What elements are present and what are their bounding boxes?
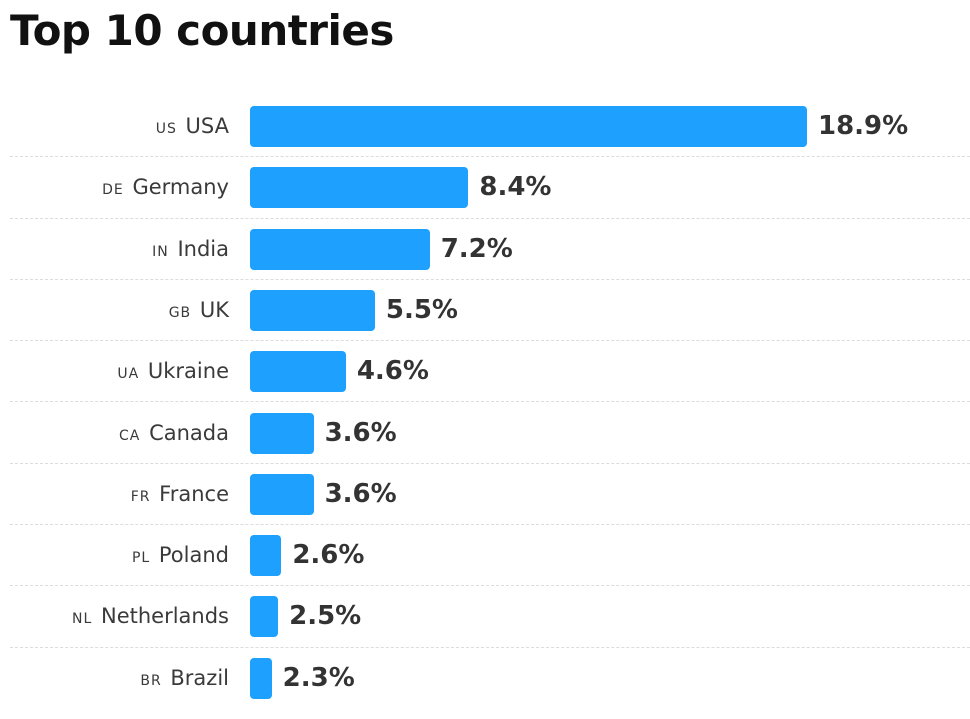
bar (250, 535, 282, 577)
bar-row: FR France 3.6% (0, 464, 970, 526)
bar-row: DE Germany 8.4% (0, 157, 970, 219)
bar-row: PL Poland 2.6% (0, 525, 970, 587)
row-divider (10, 278, 970, 280)
country-code: DE (102, 182, 124, 199)
bar-row: US USA 18.9% (0, 96, 970, 158)
bar (250, 289, 375, 331)
bar-row: IN India 7.2% (0, 219, 970, 280)
row-divider (10, 156, 970, 158)
country-name: Netherlands (100, 604, 229, 629)
category-label: NL Netherlands (72, 586, 229, 647)
value-label: 7.2% (440, 233, 513, 264)
country-name: Brazil (170, 665, 229, 690)
category-label: IN India (152, 219, 229, 280)
row-divider (10, 217, 970, 219)
bar-row: CA Canada 3.6% (0, 403, 970, 464)
bar (250, 473, 314, 515)
country-name: Germany (132, 175, 229, 200)
category-label: FR France (131, 464, 229, 525)
category-label: BR Brazil (140, 648, 229, 709)
value-label: 2.5% (289, 601, 362, 632)
country-code: UA (117, 366, 140, 383)
value-label: 2.6% (292, 540, 365, 571)
country-code: FR (130, 488, 151, 505)
bar (250, 167, 469, 209)
row-divider (10, 524, 970, 526)
row-divider (10, 462, 970, 464)
value-label: 4.6% (356, 356, 429, 387)
country-code: GB (168, 304, 192, 321)
country-name: India (177, 236, 229, 261)
value-label: 8.4% (479, 172, 552, 203)
value-label: 3.6% (324, 478, 397, 509)
category-label: DE Germany (102, 157, 229, 218)
bar (250, 351, 346, 393)
row-divider (10, 646, 970, 648)
bar-row: UA Ukraine 4.6% (0, 341, 970, 403)
value-label: 5.5% (385, 294, 458, 325)
category-label: CA Canada (119, 403, 229, 464)
bar-row: GB UK 5.5% (0, 280, 970, 342)
bar (250, 412, 314, 454)
country-code: BR (140, 672, 162, 689)
country-name: France (159, 481, 229, 506)
country-name: UK (199, 297, 229, 322)
category-label: US USA (156, 96, 229, 157)
category-label: UA Ukraine (117, 341, 229, 402)
bar (250, 596, 279, 638)
country-code: US (155, 121, 177, 137)
bar-row: NL Netherlands 2.5% (0, 586, 970, 648)
row-divider (10, 401, 970, 403)
row-divider (10, 340, 970, 342)
value-label: 2.3% (282, 662, 355, 693)
country-name: Poland (158, 543, 229, 568)
category-label: GB UK (169, 280, 229, 341)
bar (250, 657, 272, 699)
country-name: Ukraine (147, 359, 229, 384)
country-name: USA (185, 114, 229, 138)
country-name: Canada (149, 420, 229, 445)
value-label: 18.9% (818, 111, 909, 141)
country-code: NL (72, 611, 93, 628)
bar (250, 228, 430, 270)
country-code: PL (131, 550, 151, 567)
bar-row: BR Brazil 2.3% (0, 648, 970, 709)
value-label: 3.6% (324, 417, 397, 448)
country-code: IN (152, 243, 169, 260)
row-divider (10, 585, 970, 587)
bar (250, 106, 807, 147)
chart-title: Top 10 countries (10, 6, 394, 55)
category-label: PL Poland (132, 525, 229, 586)
country-code: CA (119, 427, 141, 444)
